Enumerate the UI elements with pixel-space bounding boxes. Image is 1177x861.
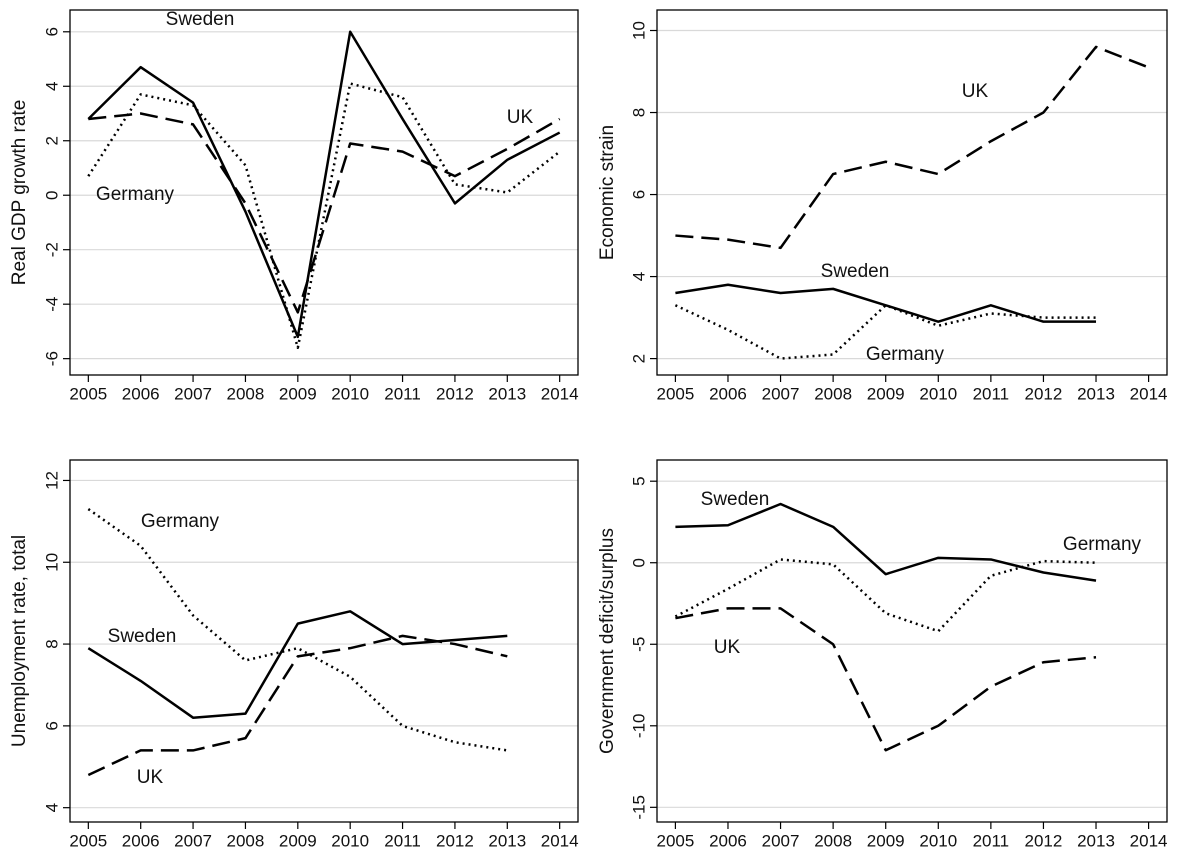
y-tick-label: -4	[42, 297, 61, 312]
y-tick-label: 8	[629, 108, 648, 117]
x-tick-label: 2008	[814, 384, 852, 403]
x-tick-label: 2013	[488, 831, 526, 850]
x-tick-label: 2011	[973, 831, 1010, 850]
y-tick-label: 2	[42, 136, 61, 145]
x-tick-label: 2013	[1077, 384, 1115, 403]
x-tick-label: 2007	[762, 384, 800, 403]
series-label: UK	[962, 81, 989, 102]
series-line	[675, 502, 1097, 582]
series-line	[87, 82, 561, 350]
y-tick-label: -15	[629, 795, 648, 820]
x-tick-label: 2009	[867, 831, 905, 850]
y-axis-label: Unemployment rate, total	[9, 535, 30, 747]
series-label: UK	[507, 107, 534, 128]
plot-frame	[656, 9, 1168, 376]
y-tick-label: 12	[42, 471, 61, 490]
series-label: Germany	[1063, 534, 1142, 555]
y-tick-label: 2	[629, 354, 648, 363]
series-line	[88, 112, 561, 314]
x-tick-label: 2011	[384, 384, 421, 403]
series-label: Germany	[96, 184, 175, 205]
series-line	[674, 304, 1097, 360]
x-tick-label: 2006	[122, 384, 160, 403]
series-line	[674, 558, 1097, 633]
x-tick-label: 2010	[331, 831, 369, 850]
series-line	[675, 45, 1150, 250]
series-line	[87, 634, 508, 777]
x-tick-label: 2005	[69, 831, 107, 850]
x-tick-label: 2012	[436, 831, 474, 850]
y-tick-label: 10	[629, 21, 648, 40]
series-label: Germany	[866, 344, 945, 365]
x-tick-label: 2008	[814, 831, 852, 850]
x-tick-label: 2012	[1025, 384, 1063, 403]
y-tick-label: 10	[42, 553, 61, 572]
x-tick-label: 2014	[541, 384, 579, 403]
y-tick-label: 8	[42, 639, 61, 648]
x-tick-label: 2008	[227, 831, 265, 850]
y-tick-label: 6	[629, 190, 648, 199]
y-tick-label: 6	[42, 27, 61, 36]
x-tick-label: 2010	[919, 831, 957, 850]
x-tick-label: 2012	[1025, 831, 1063, 850]
x-tick-label: 2012	[436, 384, 474, 403]
series-label: Sweden	[108, 626, 177, 647]
x-tick-label: 2014	[541, 831, 579, 850]
series-label: UK	[714, 637, 741, 658]
x-tick-label: 2006	[122, 831, 160, 850]
series-label: Sweden	[166, 9, 235, 30]
series-line	[87, 30, 561, 339]
y-tick-label: -6	[42, 351, 61, 366]
y-tick-label: -5	[629, 637, 648, 652]
x-tick-label: 2005	[656, 384, 694, 403]
y-axis-label: Real GDP growth rate	[9, 100, 30, 286]
y-tick-label: -10	[629, 714, 648, 739]
series-label: Sweden	[701, 489, 770, 510]
x-tick-label: 2007	[174, 384, 212, 403]
x-tick-label: 2006	[709, 831, 747, 850]
series-label: Sweden	[821, 261, 890, 282]
x-tick-label: 2010	[919, 384, 957, 403]
plot-frame	[69, 9, 579, 376]
y-axis-label: Economic strain	[597, 125, 618, 260]
x-tick-label: 2011	[384, 831, 421, 850]
x-tick-label: 2014	[1130, 384, 1168, 403]
y-tick-label: 4	[42, 82, 61, 91]
x-tick-label: 2009	[279, 384, 317, 403]
series-label: UK	[137, 767, 164, 788]
plot-frame	[656, 459, 1168, 823]
x-tick-label: 2007	[762, 831, 800, 850]
x-tick-label: 2005	[69, 384, 107, 403]
x-tick-label: 2006	[709, 384, 747, 403]
x-tick-label: 2010	[331, 384, 369, 403]
y-tick-label: 0	[42, 190, 61, 199]
x-tick-label: 2013	[1077, 831, 1115, 850]
y-tick-label: 0	[629, 558, 648, 567]
y-axis-label: Government deficit/surplus	[597, 528, 618, 754]
y-tick-label: 4	[629, 272, 648, 281]
y-tick-label: 5	[629, 476, 648, 485]
y-tick-label: 6	[42, 721, 61, 730]
x-tick-label: 2009	[867, 384, 905, 403]
series-label: Germany	[141, 511, 220, 532]
x-tick-label: 2014	[1130, 831, 1168, 850]
x-tick-label: 2011	[973, 384, 1010, 403]
y-tick-label: 4	[42, 803, 61, 812]
x-tick-label: 2005	[656, 831, 694, 850]
x-tick-label: 2007	[174, 831, 212, 850]
plot-frame	[69, 459, 579, 823]
y-tick-label: -2	[42, 242, 61, 257]
x-tick-label: 2013	[488, 384, 526, 403]
series-line	[675, 607, 1097, 752]
series-line	[675, 283, 1097, 323]
x-tick-label: 2008	[227, 384, 265, 403]
x-tick-label: 2009	[279, 831, 317, 850]
